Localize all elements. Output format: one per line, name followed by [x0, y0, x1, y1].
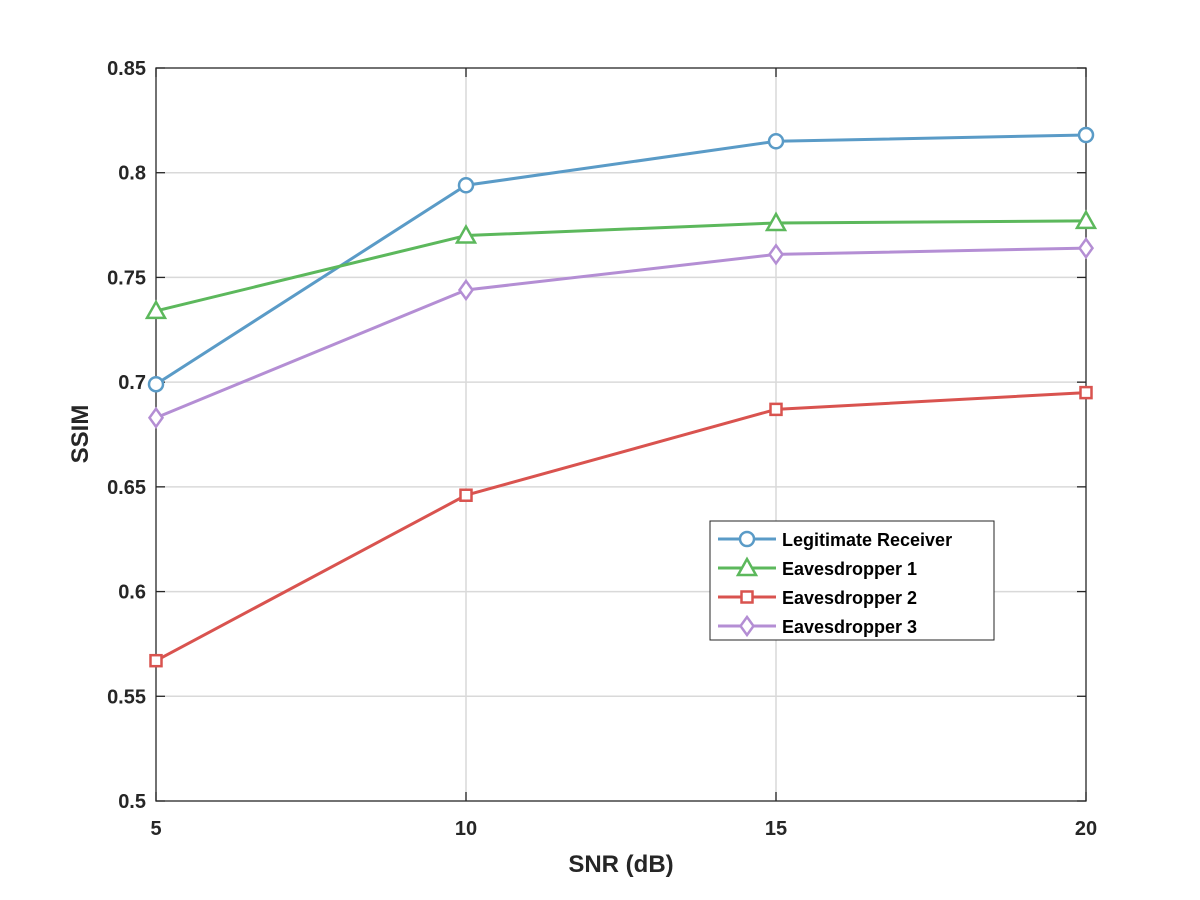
data-point-circle: [767, 133, 785, 150]
y-tick-label: 0.55: [107, 686, 146, 708]
y-tick-label: 0.6: [118, 582, 146, 604]
y-tick-label: 0.5: [118, 791, 146, 813]
legend-marker-circle: [738, 530, 756, 548]
y-tick-label: 0.7: [118, 372, 146, 394]
plot-area-border: [155, 67, 1087, 802]
x-tick-label: 5: [150, 818, 161, 840]
legend-label: Eavesdropper 3: [782, 617, 917, 637]
legend-marker-triangle: [735, 556, 759, 577]
series-line-2: [155, 219, 1087, 313]
legend-marker-square: [740, 590, 754, 604]
data-point-diamond: [767, 243, 785, 266]
legend-label: Eavesdropper 2: [782, 588, 917, 608]
legend-marker-diamond: [738, 614, 756, 638]
data-point-square: [1079, 385, 1093, 400]
data-point-square: [769, 402, 783, 417]
series-line-4: [155, 246, 1087, 420]
series-line-1: [155, 133, 1087, 386]
y-tick-label: 0.65: [107, 477, 146, 499]
data-point-triangle: [454, 223, 478, 244]
y-tick-label: 0.75: [107, 267, 146, 289]
x-axis-label: SNR (dB): [568, 851, 673, 878]
data-point-square: [149, 653, 163, 668]
data-point-circle: [1077, 126, 1095, 144]
data-point-diamond: [1077, 236, 1095, 260]
axis-ticks: 5 10 15 20 0.5 0.55 0.6 0.65 0.7 0.75 0.8 0.85: [107, 58, 1097, 840]
x-tick-label: 10: [455, 818, 477, 840]
legend: Legitimate Receiver Eavesdropper 1 Eavesdr…: [709, 520, 995, 641]
x-tick-label: 15: [765, 818, 787, 840]
legend-label: Legitimate Receiver: [782, 530, 952, 550]
data-point-circle: [457, 177, 475, 194]
data-point-circle: [147, 375, 165, 393]
data-point-triangle: [1074, 209, 1098, 230]
y-axis-label: SSIM: [67, 405, 94, 464]
x-tick-label: 20: [1075, 818, 1097, 840]
y-tick-label: 0.8: [118, 163, 146, 185]
series-group: [144, 126, 1098, 668]
data-point-triangle: [144, 299, 168, 320]
data-point-diamond: [457, 278, 475, 302]
legend-label: Eavesdropper 1: [782, 559, 917, 579]
data-point-triangle: [764, 211, 788, 232]
y-tick-label: 0.85: [107, 58, 146, 80]
data-point-square: [459, 488, 473, 502]
series-line-3: [155, 391, 1087, 663]
data-point-diamond: [147, 406, 165, 429]
legend-box: [709, 520, 995, 641]
